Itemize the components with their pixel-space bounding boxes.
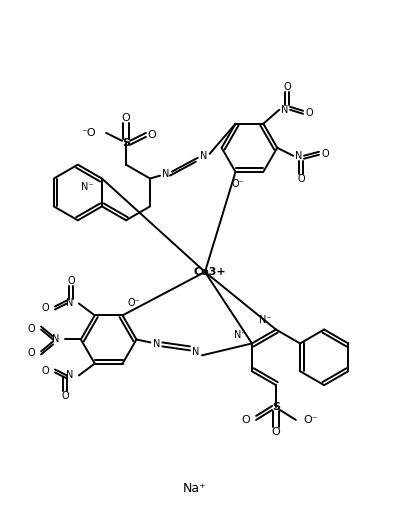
Text: O: O	[241, 415, 250, 425]
Text: N: N	[153, 340, 160, 350]
Text: O⁻: O⁻	[231, 179, 244, 189]
Text: O: O	[284, 82, 291, 92]
Text: N: N	[281, 105, 289, 115]
Text: N: N	[51, 334, 59, 344]
Text: O: O	[28, 349, 35, 359]
Text: O: O	[28, 323, 35, 333]
Text: O: O	[321, 149, 329, 159]
Text: O: O	[122, 113, 130, 123]
Text: O: O	[61, 391, 69, 401]
Text: S: S	[272, 402, 280, 412]
Text: O: O	[147, 130, 156, 140]
Text: N: N	[295, 151, 303, 161]
Text: O⁻: O⁻	[128, 299, 140, 309]
Text: N⁻: N⁻	[258, 314, 271, 324]
Text: O: O	[305, 108, 313, 118]
Text: N⁻: N⁻	[81, 182, 94, 192]
Text: N⁻: N⁻	[234, 331, 247, 341]
Text: N: N	[200, 151, 207, 161]
Text: O: O	[272, 427, 280, 437]
Text: Co3+: Co3+	[194, 267, 226, 277]
Text: O: O	[67, 276, 75, 286]
Text: N: N	[66, 371, 73, 381]
Text: N: N	[192, 348, 200, 358]
Text: O: O	[297, 174, 305, 184]
Text: N: N	[162, 169, 170, 178]
Text: N: N	[66, 299, 73, 309]
Text: O: O	[41, 303, 49, 313]
Text: O⁻: O⁻	[304, 415, 318, 425]
Text: Na⁺: Na⁺	[183, 482, 207, 495]
Text: ⁻O: ⁻O	[81, 128, 96, 138]
Text: O: O	[41, 365, 49, 375]
Text: S: S	[122, 138, 130, 148]
